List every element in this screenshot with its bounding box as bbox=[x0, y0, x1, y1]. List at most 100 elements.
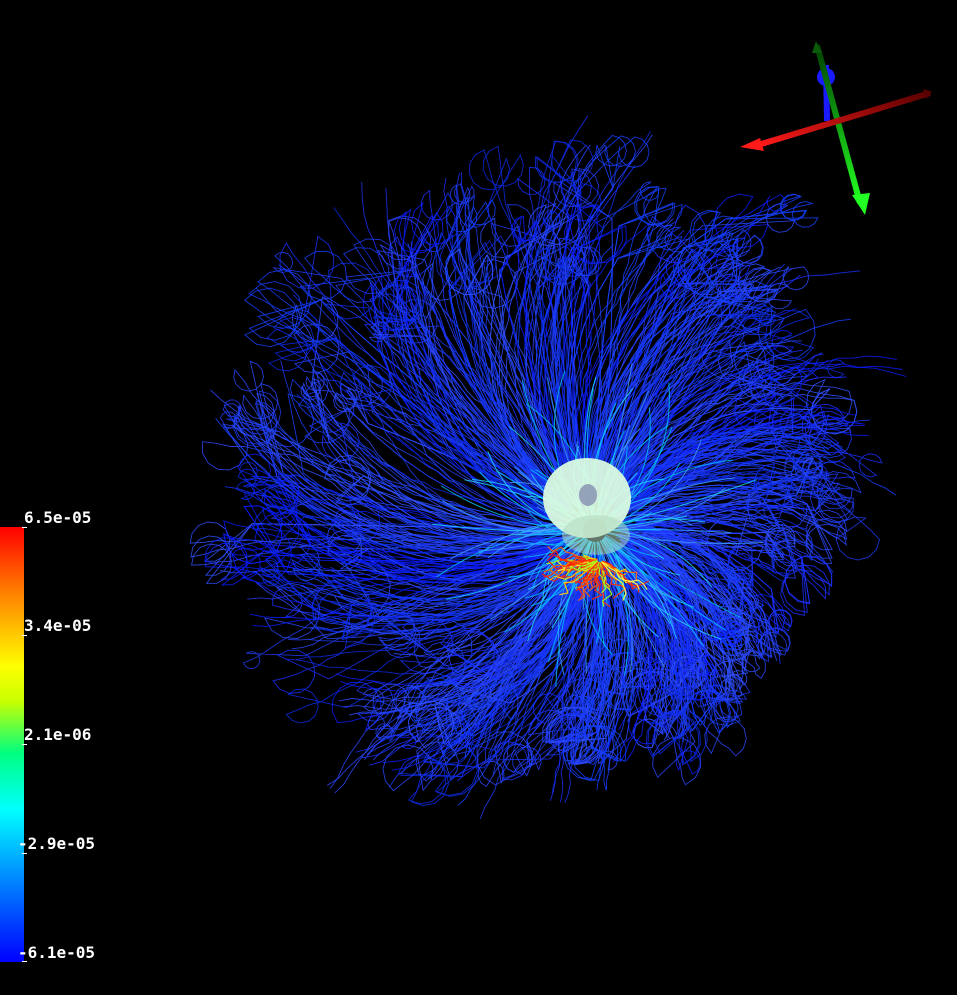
streamline bbox=[292, 553, 576, 616]
streamline bbox=[382, 565, 575, 792]
streamline bbox=[604, 536, 741, 618]
streamline bbox=[445, 537, 586, 600]
streamline bbox=[617, 527, 793, 634]
color-bar-label: 2.1e-06 bbox=[24, 725, 92, 744]
streamline bbox=[326, 548, 572, 786]
streamline bbox=[524, 135, 636, 495]
streamline bbox=[641, 542, 752, 575]
streamline bbox=[285, 545, 576, 724]
streamline bbox=[606, 531, 763, 545]
x-axis-arrow bbox=[740, 89, 932, 151]
streamline bbox=[564, 552, 596, 803]
streamline bbox=[560, 552, 596, 803]
streamline bbox=[612, 391, 825, 517]
streamline bbox=[607, 286, 754, 502]
streamline bbox=[615, 440, 897, 505]
streamline bbox=[223, 505, 574, 580]
streamline bbox=[570, 558, 632, 782]
streamline bbox=[549, 552, 596, 802]
streamline bbox=[441, 500, 584, 534]
streamline bbox=[591, 561, 604, 600]
color-bar-tick bbox=[22, 961, 27, 962]
streamline bbox=[361, 181, 564, 510]
streamline bbox=[565, 560, 598, 576]
streamline bbox=[472, 261, 573, 512]
streamline bbox=[588, 286, 785, 486]
color-bar-label-min: -6.1e-05 bbox=[18, 943, 96, 962]
streamline bbox=[372, 549, 581, 761]
streamline bbox=[410, 241, 568, 510]
streamline bbox=[628, 533, 751, 594]
streamline bbox=[525, 209, 586, 490]
streamline bbox=[550, 246, 598, 503]
streamline bbox=[615, 552, 748, 688]
streamline bbox=[547, 545, 598, 560]
streamline bbox=[589, 249, 750, 500]
streamline bbox=[598, 562, 607, 594]
streamline bbox=[568, 222, 673, 501]
streamline bbox=[345, 238, 583, 509]
streamline bbox=[291, 544, 576, 616]
streamline bbox=[231, 523, 561, 584]
streamline bbox=[593, 561, 600, 571]
streamline bbox=[229, 547, 563, 619]
streamline bbox=[233, 420, 558, 531]
streamline bbox=[570, 171, 593, 499]
streamline bbox=[243, 287, 557, 505]
streamline bbox=[628, 534, 708, 688]
streamline bbox=[302, 378, 557, 529]
central-body bbox=[543, 458, 631, 555]
streamline bbox=[611, 484, 848, 559]
streamline bbox=[457, 572, 586, 753]
streamline bbox=[191, 523, 563, 584]
streamline bbox=[562, 558, 635, 782]
streamline bbox=[295, 518, 578, 582]
streamline bbox=[477, 571, 611, 786]
streamline bbox=[613, 543, 652, 762]
streamline bbox=[601, 561, 627, 601]
streamline bbox=[621, 506, 813, 579]
streamline bbox=[594, 186, 676, 485]
streamline bbox=[248, 281, 557, 505]
streamline bbox=[291, 296, 566, 534]
streamline bbox=[383, 549, 581, 659]
streamline bbox=[600, 339, 767, 505]
streamline bbox=[479, 255, 574, 511]
streamline bbox=[531, 144, 591, 499]
streamline bbox=[393, 299, 572, 511]
streamline bbox=[606, 479, 757, 528]
streamline bbox=[266, 327, 567, 517]
streamline bbox=[586, 572, 615, 723]
streamline bbox=[565, 559, 598, 566]
streamline bbox=[560, 167, 613, 500]
streamline bbox=[252, 505, 555, 552]
streamline bbox=[636, 507, 807, 530]
streamline bbox=[607, 548, 701, 765]
streamline bbox=[596, 303, 770, 488]
streamline bbox=[324, 454, 548, 535]
streamline bbox=[527, 139, 594, 490]
streamline bbox=[535, 246, 587, 498]
streamline bbox=[429, 266, 575, 513]
streamline bbox=[628, 530, 756, 657]
streamline bbox=[233, 360, 554, 555]
streamline bbox=[634, 517, 833, 605]
streamline bbox=[278, 264, 575, 513]
streamline bbox=[597, 569, 634, 771]
streamline bbox=[604, 537, 705, 647]
streamline bbox=[624, 524, 796, 555]
streamline bbox=[500, 215, 586, 513]
streamline bbox=[487, 567, 574, 762]
streamline bbox=[614, 435, 830, 492]
streamline bbox=[490, 204, 591, 486]
streamline bbox=[593, 243, 741, 491]
streamline bbox=[455, 572, 586, 752]
color-bar-tick bbox=[22, 635, 27, 636]
streamline bbox=[615, 552, 743, 692]
streamline bbox=[223, 492, 574, 580]
streamline bbox=[568, 226, 691, 500]
streamline bbox=[563, 204, 623, 504]
streamline bbox=[601, 318, 851, 498]
